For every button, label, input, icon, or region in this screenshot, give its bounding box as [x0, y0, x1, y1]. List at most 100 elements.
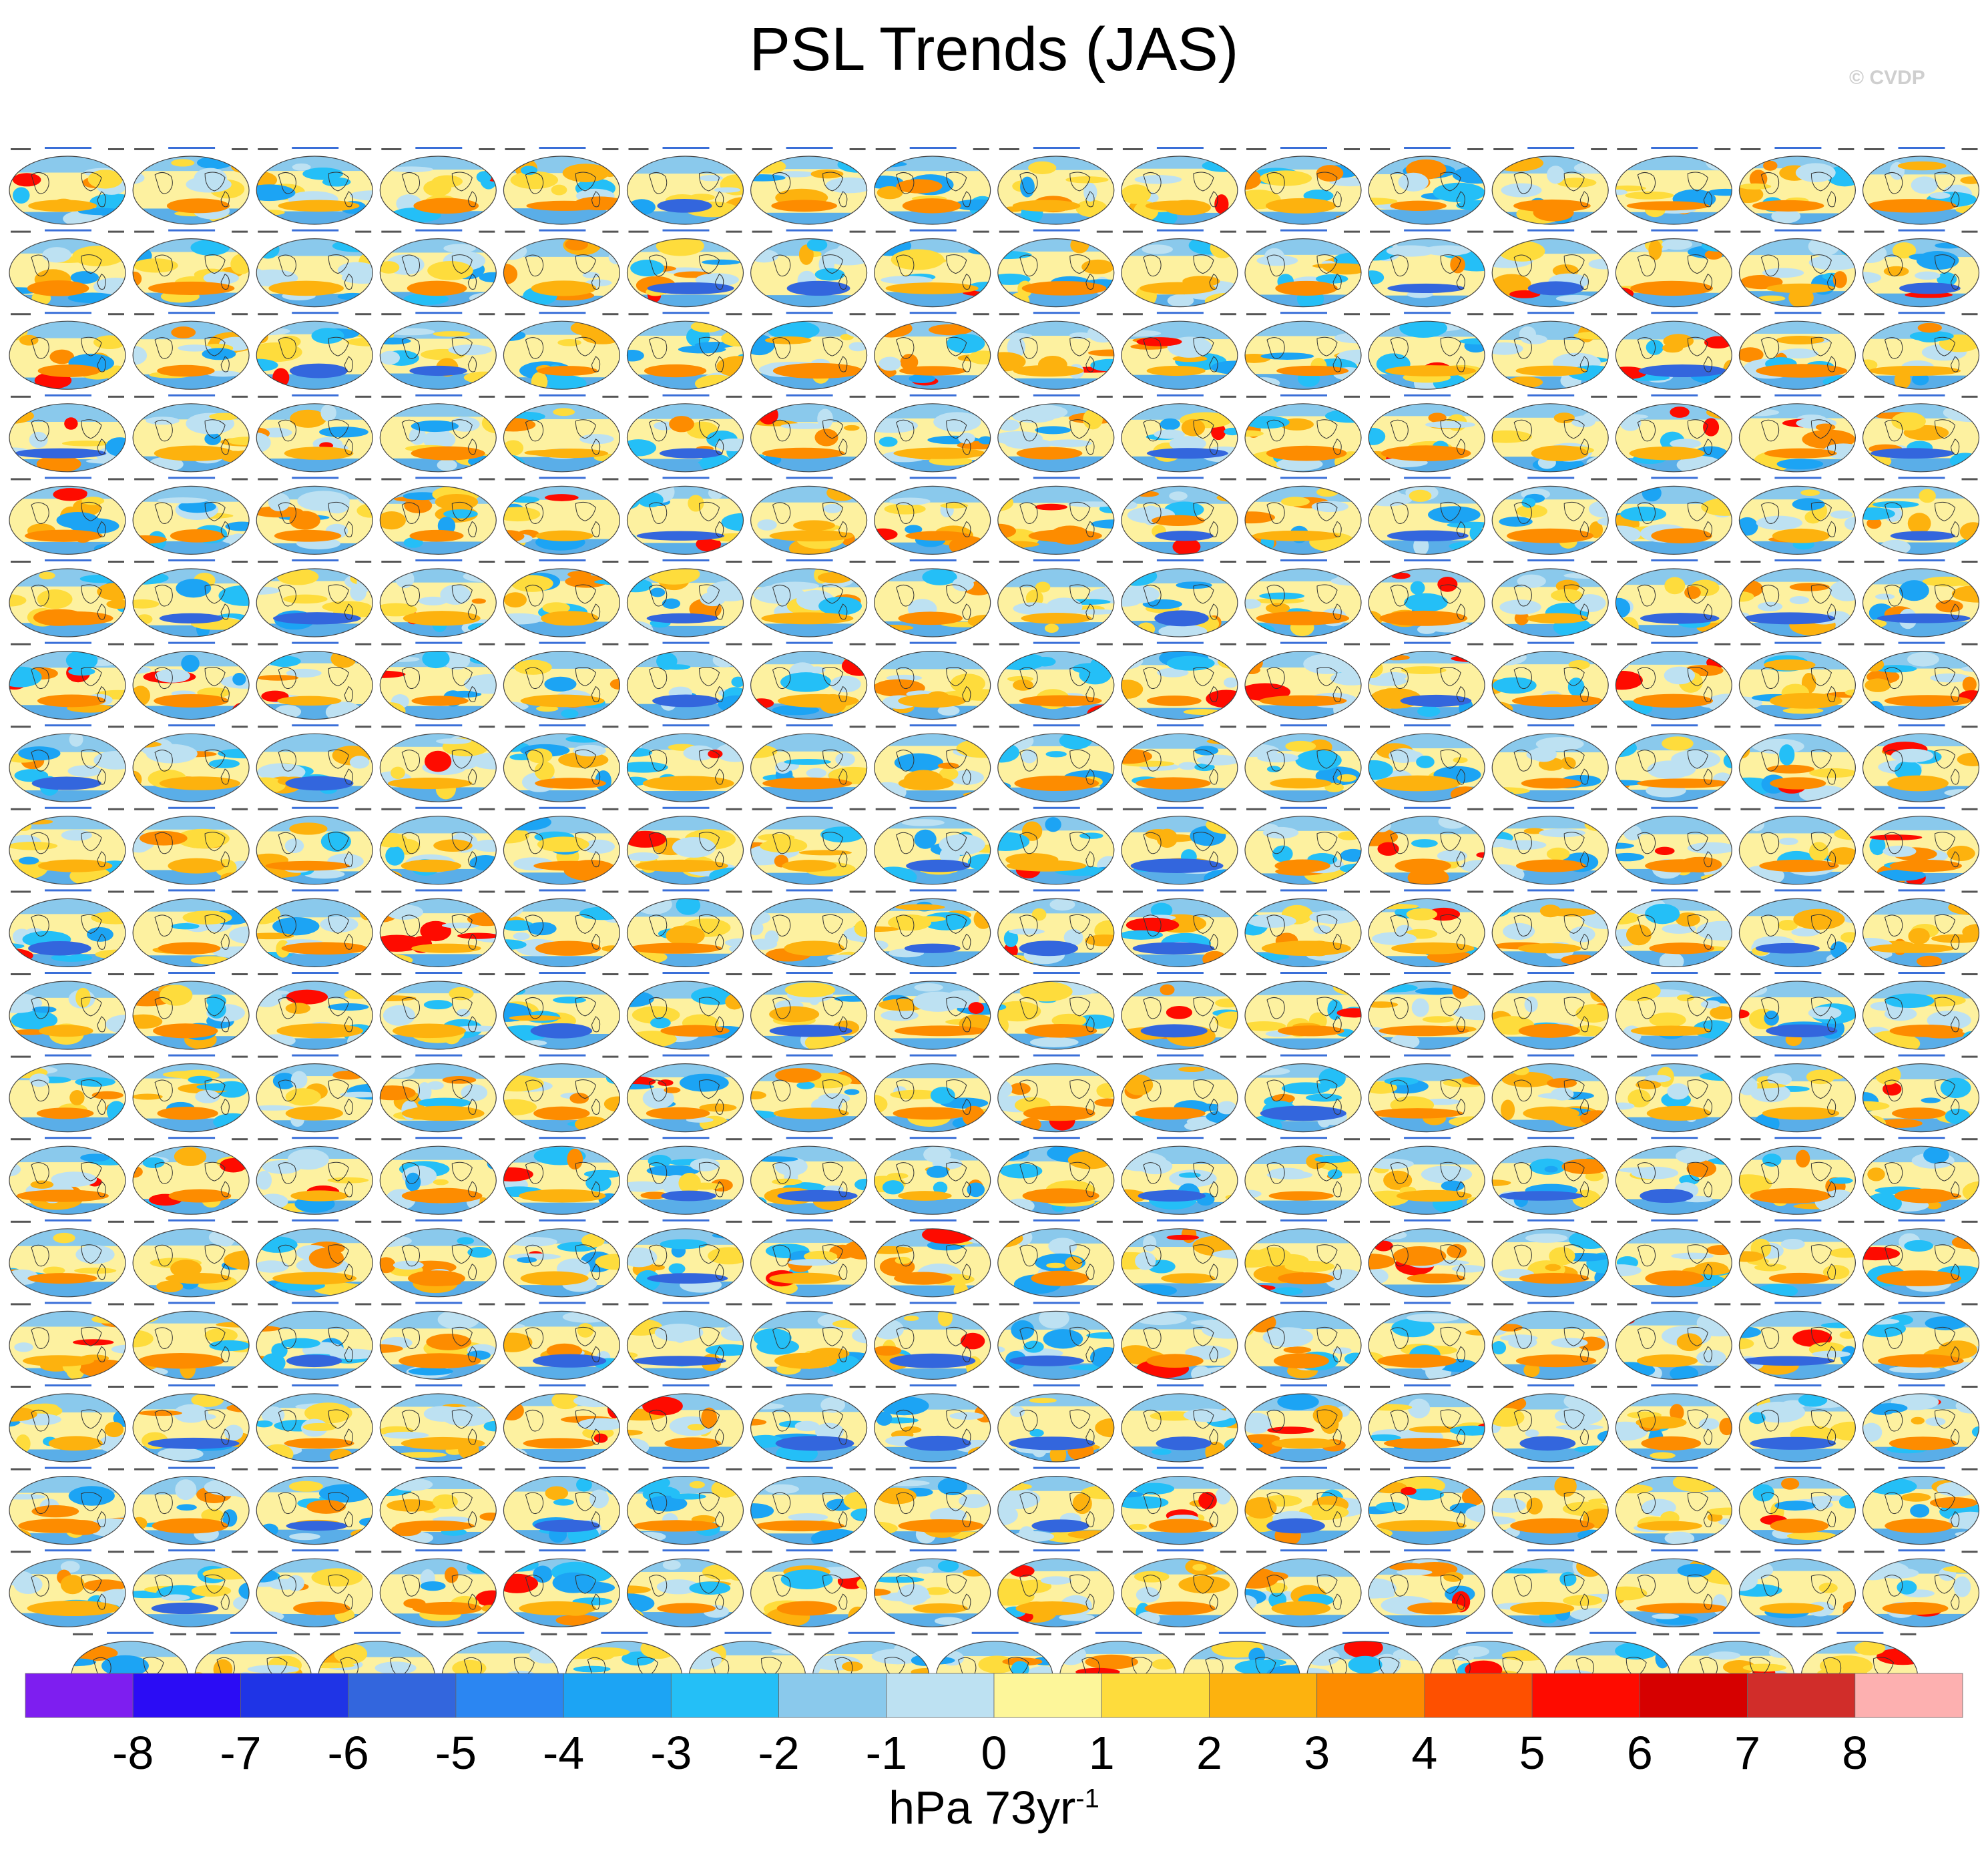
- map-blob: [95, 949, 126, 960]
- map-blob: [1143, 1235, 1157, 1252]
- panel-period-label: [1740, 313, 1761, 316]
- map-blob: [1059, 734, 1092, 750]
- map-blob: [1492, 430, 1532, 443]
- map-panel: [132, 806, 250, 885]
- map-band: [1744, 612, 1836, 625]
- map-blob: [1467, 1197, 1481, 1208]
- map-band: [769, 1272, 842, 1284]
- panel-title-label: [539, 229, 586, 232]
- map-band: [786, 280, 850, 296]
- map-outline: [1738, 238, 1856, 308]
- map-blob: [1771, 209, 1801, 224]
- coastline: [1579, 356, 1589, 372]
- map-blob: [700, 591, 726, 607]
- map-panel: [256, 1137, 373, 1215]
- watermark: © CVDP: [1849, 67, 1925, 89]
- map-panel: [1121, 229, 1238, 308]
- coastline: [154, 337, 173, 359]
- map-blob: [36, 455, 81, 472]
- map-panel: [1615, 229, 1732, 308]
- panel-title-label: [292, 477, 339, 479]
- map-blob: [256, 1170, 272, 1190]
- panel-title-label: [1033, 477, 1080, 479]
- panel-period-label: [11, 1303, 31, 1306]
- panel-period-label: [999, 478, 1019, 481]
- coastline: [1810, 419, 1832, 439]
- map-band: [1379, 1025, 1469, 1037]
- panel-stat-label: [849, 1138, 866, 1141]
- map-panel: [1862, 972, 1980, 1050]
- panel-title-label: [1651, 147, 1698, 149]
- coastline: [1637, 172, 1656, 194]
- panel-stat-label: [602, 973, 619, 975]
- map-panel: [256, 559, 373, 637]
- map-band: [1277, 1025, 1344, 1037]
- map-outline: [874, 156, 991, 225]
- map-blob: [1911, 372, 1929, 386]
- map-panel: [256, 1219, 373, 1298]
- map-band: [1640, 1188, 1694, 1204]
- map-panel: [132, 724, 250, 802]
- map-blob: [557, 338, 581, 346]
- map-blob: [181, 654, 200, 673]
- map-blob: [483, 211, 497, 224]
- map-panel: [626, 312, 744, 390]
- map-blob: [1461, 860, 1485, 873]
- panel-period-label: [752, 643, 772, 645]
- panel-period-label: [1122, 1220, 1143, 1223]
- panel-period-label: [1617, 478, 1638, 481]
- map-panel: [1491, 1219, 1609, 1298]
- panel-stat-label: [355, 1303, 372, 1306]
- map-panel: [9, 477, 126, 555]
- panel-stat-label: [1714, 561, 1731, 563]
- panel-title-label: [292, 1137, 339, 1139]
- map-blob: [1911, 176, 1939, 194]
- map-blob: [64, 417, 78, 430]
- panel-period-label: [875, 561, 896, 563]
- panel-period-label: [875, 890, 896, 893]
- map-blob: [503, 1099, 537, 1115]
- coastline: [1456, 273, 1465, 290]
- map-panel: [997, 147, 1115, 225]
- map-region-blue: [380, 816, 497, 834]
- map-blob: [973, 909, 991, 929]
- map-blob: [1863, 657, 1885, 672]
- coastline: [1826, 356, 1836, 372]
- map-blob: [922, 569, 957, 585]
- panel-title-label: [909, 147, 957, 149]
- map-panel: [9, 1137, 126, 1215]
- map-panel: [1491, 229, 1609, 308]
- map-blob: [1449, 541, 1485, 552]
- map-blob: [1206, 738, 1238, 745]
- coastline: [1884, 172, 1903, 194]
- map-blob: [503, 264, 518, 285]
- panel-stat-label: [849, 643, 866, 645]
- map-band: [407, 280, 467, 296]
- coastline: [154, 172, 173, 194]
- map-blob: [433, 1179, 449, 1185]
- map-blob: [479, 272, 497, 282]
- panel-stat-label: [1220, 726, 1236, 728]
- panel-stat-label: [479, 561, 495, 563]
- map-panel: [1615, 394, 1732, 473]
- panel-stat-label: [1467, 973, 1484, 975]
- map-blob: [581, 326, 620, 344]
- map-blob: [69, 1089, 85, 1105]
- map-blob: [1949, 453, 1979, 469]
- map-blob: [174, 1147, 207, 1166]
- map-band: [39, 1025, 93, 1037]
- panel-stat-label: [1220, 313, 1236, 316]
- map-blob: [232, 702, 250, 720]
- map-region-blue: [1862, 816, 1979, 830]
- map-region-blue: [380, 238, 497, 253]
- panel-stat-label: [602, 643, 619, 645]
- map-panel: [132, 229, 250, 308]
- map-band: [657, 198, 712, 213]
- map-panel: [503, 972, 621, 1050]
- coastline: [896, 419, 915, 442]
- map-blob: [1156, 828, 1178, 848]
- map-blob: [1369, 610, 1383, 628]
- panel-period-label: [1493, 395, 1514, 398]
- panel-stat-label: [1344, 230, 1360, 233]
- panel-title-label: [45, 1302, 91, 1304]
